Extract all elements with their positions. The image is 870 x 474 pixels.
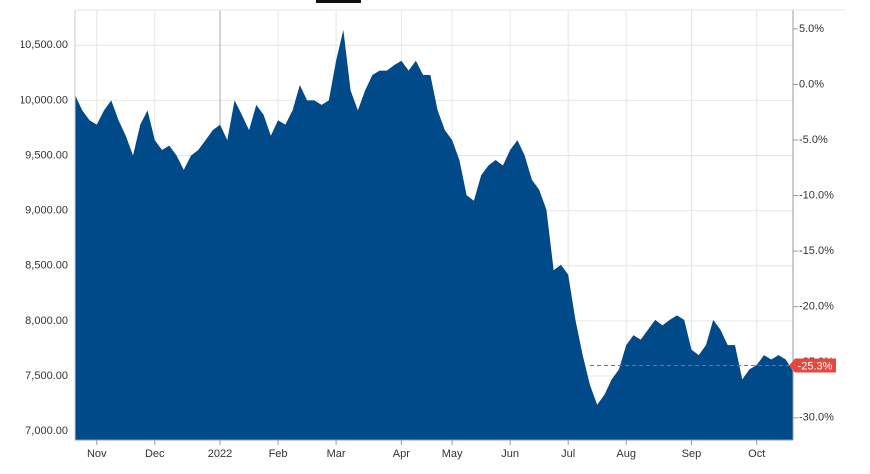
x-tick-label: Dec [145,448,165,460]
x-tick-label: Oct [748,448,765,460]
y2-tick-label: 5.0% [799,23,824,35]
x-tick-label: Nov [87,448,107,460]
y-tick-label: 9,000.00 [25,205,68,217]
x-tick-label: 2022 [208,448,232,460]
y-tick-label: 10,000.00 [19,94,68,106]
x-tick-label: Jul [561,448,575,460]
x-tick-label: Feb [269,448,288,460]
y-tick-label: 8,500.00 [25,260,68,272]
y2-tick-label: -15.0% [799,245,834,257]
area [75,29,793,440]
last-badge [789,358,836,373]
y-tick-label: 10,500.00 [19,39,68,51]
x-tick-label: Mar [327,448,346,460]
y2-tick-label: -10.0% [799,189,834,201]
top-marker [316,0,361,3]
y2-tick-label: -30.0% [799,412,834,424]
x-tick-label: May [442,448,463,460]
y2-tick-label: 0.0% [799,78,824,90]
y-tick-label: 8,000.00 [25,315,68,327]
y-tick-label: 7,000.00 [25,425,68,437]
y2-tick-label: -5.0% [799,134,828,146]
x-tick-label: Aug [616,448,636,460]
x-tick-label: Apr [393,448,410,460]
x-tick-label: Jun [501,448,519,460]
x-tick-label: Sep [682,448,702,460]
last-label: -25.3% [798,360,833,372]
y-tick-label: 9,500.00 [25,149,68,161]
y2-tick-label: -20.0% [799,301,834,313]
y-tick-label: 7,500.00 [25,370,68,382]
